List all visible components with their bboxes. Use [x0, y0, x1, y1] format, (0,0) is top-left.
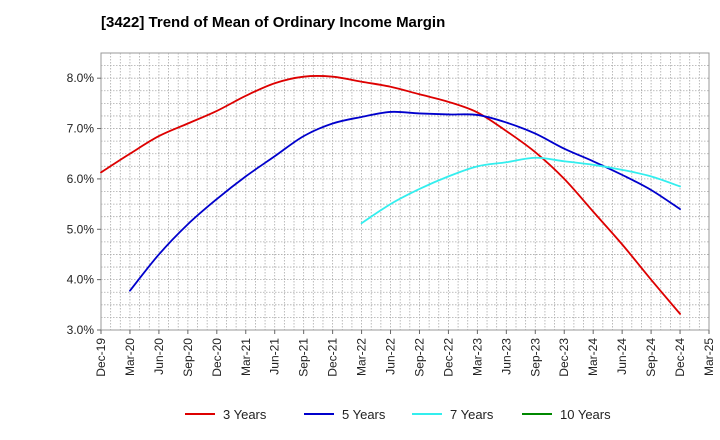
x-tick-label: Dec-24 [673, 338, 687, 377]
x-tick-label: Dec-19 [94, 338, 108, 377]
chart-title: [3422] Trend of Mean of Ordinary Income … [101, 14, 446, 31]
x-tick-label: Mar-24 [586, 338, 600, 376]
series-lines [100, 75, 681, 315]
y-tick-label: 6.0% [67, 172, 95, 186]
x-tick-label: Sep-20 [181, 338, 195, 377]
legend: 3 Years 5 Years 7 Years 10 Years [185, 407, 611, 422]
series-line-7-years [360, 156, 681, 225]
x-tick-label: Dec-23 [557, 338, 571, 377]
series-line-5-years [129, 110, 681, 292]
legend-label-7-years: 7 Years [450, 407, 494, 422]
x-tick-label: Sep-23 [528, 338, 542, 377]
x-tick-label: Jun-22 [384, 338, 398, 375]
x-tick-label: Jun-21 [268, 338, 282, 375]
legend-label-5-years: 5 Years [342, 407, 386, 422]
x-tick-label: Mar-21 [239, 338, 253, 376]
legend-label-3-years: 3 Years [223, 407, 267, 422]
y-tick-label: 5.0% [67, 222, 95, 236]
x-tick-label: Dec-20 [210, 338, 224, 377]
x-tick-label: Sep-21 [297, 338, 311, 377]
y-tick-label: 8.0% [67, 71, 95, 85]
x-tick-label: Jun-24 [615, 338, 629, 375]
x-tick-label: Mar-20 [123, 338, 137, 376]
x-axis-ticks: Dec-19 Mar-20 Jun-20 Sep-20 Dec-20 Mar-21 Jun-… [94, 330, 716, 377]
y-tick-label: 4.0% [67, 273, 95, 287]
y-axis-ticks: 3.0% 4.0% 5.0% 6.0% 7.0% 8.0% [67, 71, 101, 337]
y-tick-label: 3.0% [67, 323, 95, 337]
grid-lines [101, 53, 709, 330]
x-tick-label: Jun-20 [152, 338, 166, 375]
x-tick-label: Mar-22 [355, 338, 369, 376]
x-tick-label: Jun-23 [499, 338, 513, 375]
x-tick-label: Dec-21 [326, 338, 340, 377]
x-tick-label: Mar-25 [702, 338, 716, 376]
x-tick-label: Sep-22 [412, 338, 426, 377]
x-tick-label: Mar-23 [470, 338, 484, 376]
legend-label-10-years: 10 Years [560, 407, 611, 422]
x-tick-label: Sep-24 [644, 338, 658, 377]
x-tick-label: Dec-22 [441, 338, 455, 377]
series-line-3-years [100, 75, 681, 315]
y-tick-label: 7.0% [67, 122, 95, 136]
